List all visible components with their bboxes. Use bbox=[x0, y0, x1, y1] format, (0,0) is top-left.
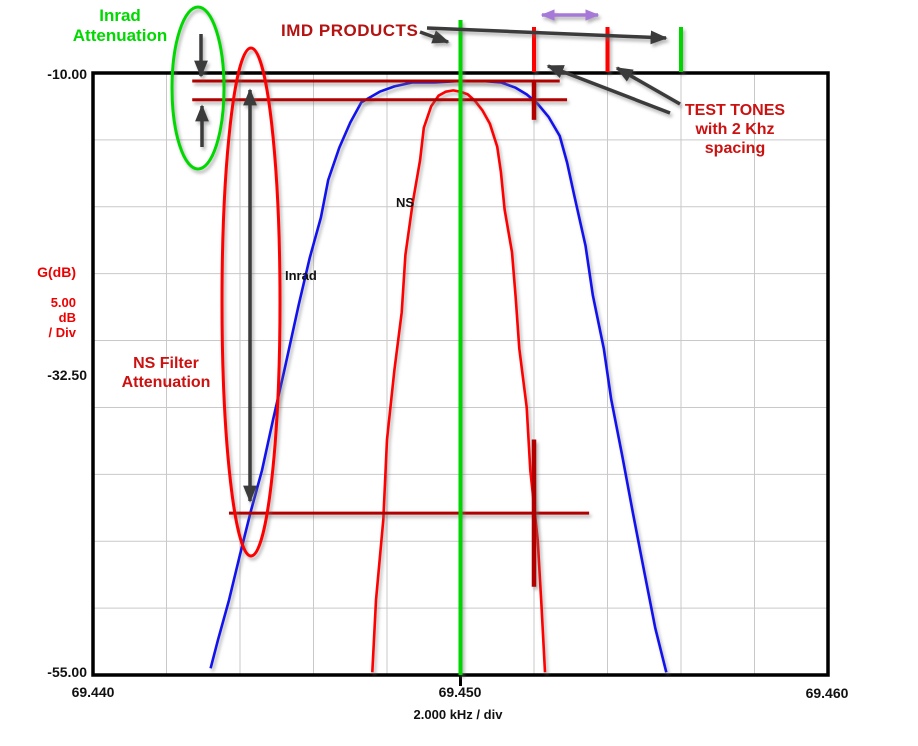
inrad-attenuation-ellipse bbox=[170, 5, 226, 171]
x-axis-tick-left: 69.440 bbox=[71, 684, 115, 700]
y-axis-scale-label: 5.00 dB / Div bbox=[0, 295, 76, 340]
y-axis-tick-middle: -32.50 bbox=[47, 367, 87, 383]
y-scale-value: 5.00 bbox=[50, 295, 76, 310]
inrad-attenuation-label-line2: Attenuation bbox=[72, 26, 168, 45]
inrad-attenuation-label: Inrad Attenuation bbox=[56, 6, 184, 46]
ns-curve-label: NS bbox=[396, 195, 415, 210]
ns-filter-attenuation-label: NS Filter Attenuation bbox=[103, 354, 229, 392]
test-tone-arrow-2 bbox=[615, 66, 681, 106]
imd-products-label: IMD PRODUCTS bbox=[281, 21, 419, 40]
test-tones-label: TEST TONES with 2 Khz spacing bbox=[671, 101, 799, 158]
test-tones-label-line1: TEST TONES bbox=[684, 102, 786, 119]
chart-layer bbox=[91, 20, 830, 686]
imd-arrow-to-right-product bbox=[426, 26, 668, 45]
y-axis-tick-bottom: -55.00 bbox=[47, 664, 87, 680]
y-scale-unit: dB bbox=[58, 310, 76, 325]
x-axis-tick-center: 69.450 bbox=[438, 684, 482, 700]
imd-arrow-to-center-line bbox=[419, 30, 450, 44]
ns-filter-attenuation-label-line1: NS Filter bbox=[133, 355, 199, 372]
x-axis-scale-label: 2.000 kHz / div bbox=[413, 707, 503, 722]
x-axis-tick-right: 69.460 bbox=[805, 685, 849, 701]
inrad-attenuation-label-line1: Inrad bbox=[99, 6, 141, 25]
test-tone-arrow-1 bbox=[546, 64, 671, 115]
ns-filter-attenuation-label-line2: Attenuation bbox=[121, 374, 211, 391]
y-scale-per-div: / Div bbox=[48, 325, 76, 340]
inrad-curve-label: Inrad bbox=[285, 268, 317, 283]
curve-ns bbox=[371, 89, 547, 673]
ns-attenuation-ellipse bbox=[220, 46, 282, 558]
test-tones-label-line3: spacing bbox=[704, 140, 766, 157]
test-tones-label-line2: with 2 Khz bbox=[695, 121, 775, 138]
y-axis-unit-label: G(dB) bbox=[37, 264, 76, 280]
y-axis-tick-top: -10.00 bbox=[47, 66, 87, 82]
